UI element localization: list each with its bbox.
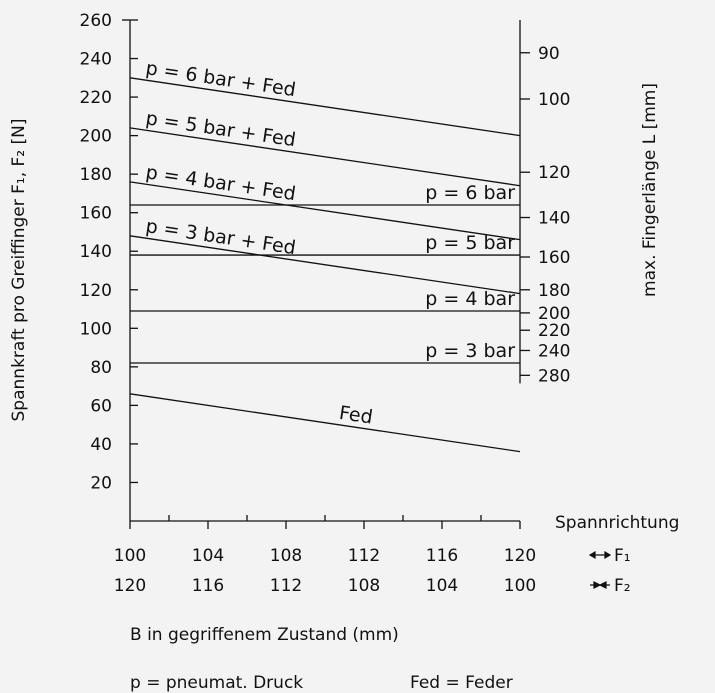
y2-axis-label: max. Fingerlänge L [mm] — [640, 83, 660, 297]
x-tick-label: 100 — [114, 546, 146, 566]
direction-f2: F₂ — [614, 576, 631, 596]
arrow-f2 — [590, 581, 610, 589]
y-tick-label: 20 — [90, 473, 112, 493]
y-tick-label: 160 — [80, 204, 112, 224]
y-axis-label: Spannkraft pro Greiffinger F₁, F₂ [N] — [9, 119, 29, 422]
y2-tick-label: 240 — [538, 341, 570, 361]
y-tick-label: 180 — [80, 165, 112, 185]
y2-tick-label: 140 — [538, 209, 570, 229]
x2-tick-label: 108 — [348, 576, 380, 596]
y-tick-label: 220 — [80, 88, 112, 108]
x2-tick-label: 112 — [270, 576, 302, 596]
x2-tick-label: 116 — [192, 576, 224, 596]
x-tick-label: 116 — [426, 546, 458, 566]
series-line — [129, 393, 521, 453]
arrow-f1 — [588, 550, 612, 560]
y-tick-label: 120 — [80, 281, 112, 301]
y-tick-label: 60 — [90, 396, 112, 416]
x-tick-label: 120 — [504, 546, 536, 566]
y2-tick-label: 90 — [538, 44, 560, 64]
series-line — [129, 181, 521, 241]
y2-tick-label: 180 — [538, 281, 570, 301]
y-tick-label: 260 — [80, 11, 112, 31]
x-tick-label: 104 — [192, 546, 224, 566]
note: p = pneumat. Druck — [130, 673, 303, 693]
series-label: Fed — [338, 402, 375, 429]
y2-tick-label: 120 — [538, 163, 570, 183]
direction-label: Spannrichtung — [555, 513, 679, 533]
y-tick-label: 240 — [80, 50, 112, 70]
series-label: p = 3 bar — [425, 340, 515, 362]
series-line — [129, 77, 521, 137]
x2-tick-label: 120 — [114, 576, 146, 596]
series-line — [129, 235, 521, 295]
series-label: p = 6 bar — [425, 182, 515, 204]
series-line — [129, 127, 521, 187]
y-tick-label: 140 — [80, 242, 112, 262]
x-axis-label: B in gegriffenem Zustand (mm) — [130, 625, 399, 645]
series-label: p = 5 bar — [425, 232, 515, 254]
x-tick-label: 108 — [270, 546, 302, 566]
y-tick-label: 200 — [80, 127, 112, 147]
y2-tick-label: 100 — [538, 90, 570, 110]
series-label: p = 4 bar + Fed — [144, 161, 297, 205]
note: Fed = Feder — [410, 673, 513, 693]
x-tick-label: 112 — [348, 546, 380, 566]
y-tick-label: 40 — [90, 435, 112, 455]
series-label: p = 4 bar — [425, 288, 515, 310]
series-label: p = 5 bar + Fed — [144, 107, 297, 151]
y-tick-label: 80 — [90, 358, 112, 378]
y2-tick-label: 200 — [538, 304, 570, 324]
x2-tick-label: 104 — [426, 576, 458, 596]
series-label: p = 3 bar + Fed — [144, 215, 297, 259]
x2-tick-label: 100 — [504, 576, 536, 596]
y2-tick-label: 280 — [538, 366, 570, 386]
y2-tick-label: 220 — [538, 321, 570, 341]
y-tick-label: 100 — [80, 319, 112, 339]
y2-tick-label: 160 — [538, 248, 570, 268]
series-label: p = 6 bar + Fed — [144, 57, 297, 101]
direction-f1: F₁ — [614, 546, 631, 566]
